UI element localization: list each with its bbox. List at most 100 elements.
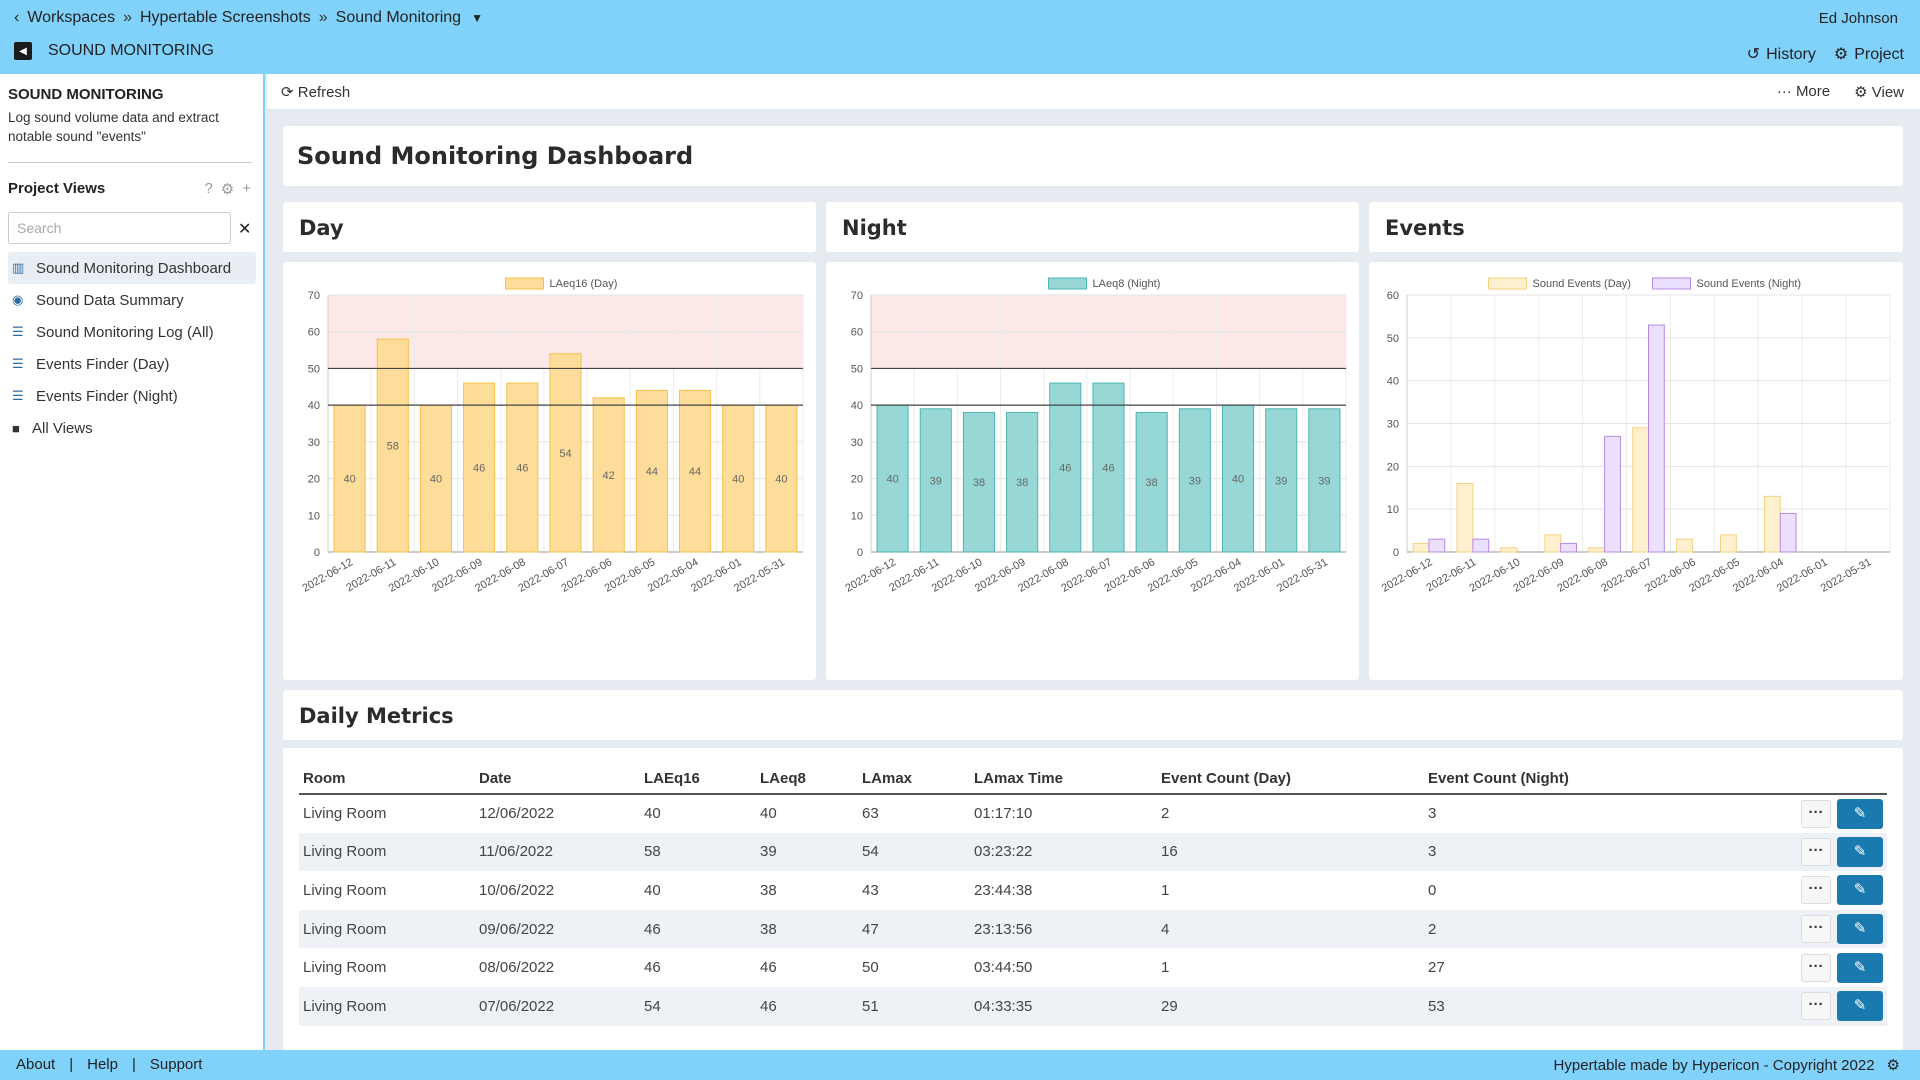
row-actions: ··· ✎ <box>1649 910 1887 949</box>
support-link[interactable]: Support <box>150 1056 203 1073</box>
row-edit-button[interactable]: ✎ <box>1837 991 1883 1021</box>
collapse-sidebar-icon[interactable]: ◀ <box>14 42 32 60</box>
view-button[interactable]: ⚙ View <box>1854 83 1904 101</box>
table-cell: 0 <box>1424 871 1649 910</box>
project-button[interactable]: ⚙ Project <box>1834 44 1904 64</box>
back-chevron-icon[interactable]: ‹ <box>14 9 19 27</box>
history-label: History <box>1766 46 1816 63</box>
table-cell: 16 <box>1157 833 1424 872</box>
breadcrumb-workspace[interactable]: Hypertable Screenshots <box>140 9 311 27</box>
column-header[interactable]: Room <box>299 764 475 794</box>
row-more-button[interactable]: ··· <box>1801 915 1831 943</box>
user-name[interactable]: Ed Johnson <box>1819 10 1898 27</box>
breadcrumb-separator: » <box>123 9 132 27</box>
sidebar-item-events-night[interactable]: ☰ Events Finder (Night) <box>8 380 256 412</box>
y-tick-label: 20 <box>851 474 863 486</box>
data-label: 58 <box>387 441 399 453</box>
close-icon[interactable]: ✕ <box>238 219 251 239</box>
row-actions: ··· ✎ <box>1649 948 1887 987</box>
table-cell: 10/06/2022 <box>475 871 640 910</box>
breadcrumb-separator: » <box>319 9 328 27</box>
column-header[interactable]: LAEq16 <box>640 764 756 794</box>
gear-icon[interactable]: ⚙ <box>1887 1056 1900 1074</box>
list-icon: ☰ <box>12 356 36 372</box>
about-link[interactable]: About <box>16 1056 55 1073</box>
sidebar-item-events-day[interactable]: ☰ Events Finder (Day) <box>8 348 256 380</box>
page-title: Sound Monitoring Dashboard <box>297 142 693 170</box>
row-edit-button[interactable]: ✎ <box>1837 914 1883 944</box>
sidebar-item-label: All Views <box>32 420 93 437</box>
sidebar-item-log[interactable]: ☰ Sound Monitoring Log (All) <box>8 316 256 348</box>
dashboard-title-panel: Sound Monitoring Dashboard <box>283 126 1903 186</box>
table-cell: 38 <box>756 910 858 949</box>
column-header[interactable]: Date <box>475 764 640 794</box>
day-chart-header: Day <box>283 202 816 252</box>
sidebar-item-summary[interactable]: ◉ Sound Data Summary <box>8 284 256 316</box>
more-button[interactable]: ··· More <box>1777 83 1830 101</box>
bar <box>1545 535 1561 552</box>
y-tick-label: 50 <box>851 363 863 375</box>
row-more-button[interactable]: ··· <box>1801 992 1831 1020</box>
row-edit-button[interactable]: ✎ <box>1837 837 1883 867</box>
project-name: SOUND MONITORING <box>48 42 214 60</box>
row-actions: ··· ✎ <box>1649 871 1887 910</box>
gear-icon[interactable]: ⚙ <box>221 180 234 198</box>
table-row[interactable]: Living Room 09/06/2022 46 38 47 23:13:56 4 2 ···… <box>299 910 1887 949</box>
table-row[interactable]: Living Room 12/06/2022 40 40 63 01:17:10 2 3 ···… <box>299 794 1887 833</box>
x-tick-label: 2022-05-31 <box>1819 556 1874 595</box>
bar <box>1457 483 1473 552</box>
table-row[interactable]: Living Room 10/06/2022 40 38 43 23:44:38 1 0 ···… <box>299 871 1887 910</box>
table-cell: 12/06/2022 <box>475 794 640 833</box>
table-row[interactable]: Living Room 11/06/2022 58 39 54 03:23:22 16 3 ··… <box>299 833 1887 872</box>
views-list: ▥ Sound Monitoring Dashboard ◉ Sound Data … <box>8 252 256 444</box>
column-header[interactable]: LAmax Time <box>970 764 1157 794</box>
table-row[interactable]: Living Room 07/06/2022 54 46 51 04:33:35 29 53 ·… <box>299 987 1887 1026</box>
table-cell: 23:44:38 <box>970 871 1157 910</box>
search-input[interactable] <box>8 212 231 244</box>
plus-icon[interactable]: + <box>242 180 251 198</box>
row-more-button[interactable]: ··· <box>1801 800 1831 828</box>
refresh-button[interactable]: ⟳ Refresh <box>281 83 350 101</box>
view-label: View <box>1872 84 1904 101</box>
sidebar-item-dashboard[interactable]: ▥ Sound Monitoring Dashboard <box>8 252 256 284</box>
table-cell: Living Room <box>299 948 475 987</box>
row-more-button[interactable]: ··· <box>1801 838 1831 866</box>
y-tick-label: 60 <box>1387 290 1399 302</box>
events-chart-title: Events <box>1385 216 1465 240</box>
column-header[interactable]: Event Count (Night) <box>1424 764 1649 794</box>
column-header[interactable]: LAmax <box>858 764 970 794</box>
row-edit-button[interactable]: ✎ <box>1837 875 1883 905</box>
top-header: ‹ Workspaces » Hypertable Screenshots » … <box>0 0 1920 74</box>
history-button[interactable]: ↺ History <box>1747 44 1816 64</box>
metrics-table: Room Date LAEq16 LAeq8 LAmax LAmax Time … <box>299 764 1887 1026</box>
bar <box>1561 543 1577 552</box>
row-more-button[interactable]: ··· <box>1801 876 1831 904</box>
column-header[interactable]: Event Count (Day) <box>1157 764 1424 794</box>
column-header[interactable]: LAeq8 <box>756 764 858 794</box>
caret-down-icon[interactable]: ▼ <box>471 11 483 25</box>
row-more-button[interactable]: ··· <box>1801 954 1831 982</box>
sidebar-item-all-views[interactable]: ■ All Views <box>8 412 256 444</box>
help-icon[interactable]: ? <box>204 180 212 198</box>
breadcrumb: ‹ Workspaces » Hypertable Screenshots » … <box>14 9 483 27</box>
more-label: More <box>1796 83 1830 100</box>
row-edit-button[interactable]: ✎ <box>1837 799 1883 829</box>
globe-icon: ◉ <box>12 292 36 308</box>
table-cell: 2 <box>1424 910 1649 949</box>
breadcrumb-project[interactable]: Sound Monitoring <box>336 9 461 27</box>
data-label: 44 <box>646 466 658 478</box>
day-chart-title: Day <box>299 216 344 240</box>
table-cell: 29 <box>1157 987 1424 1026</box>
y-tick-label: 40 <box>1387 376 1399 388</box>
data-label: 44 <box>689 466 701 478</box>
table-cell: Living Room <box>299 833 475 872</box>
metrics-title: Daily Metrics <box>299 704 454 728</box>
y-tick-label: 40 <box>308 400 320 412</box>
table-row[interactable]: Living Room 08/06/2022 46 46 50 03:44:50 1 27 ··… <box>299 948 1887 987</box>
sidebar-item-label: Events Finder (Night) <box>36 388 178 405</box>
breadcrumb-workspaces[interactable]: Workspaces <box>27 9 115 27</box>
table-cell: 47 <box>858 910 970 949</box>
help-link[interactable]: Help <box>87 1056 118 1073</box>
row-edit-button[interactable]: ✎ <box>1837 953 1883 983</box>
sidebar-description: Log sound volume data and extract notabl… <box>8 108 253 146</box>
